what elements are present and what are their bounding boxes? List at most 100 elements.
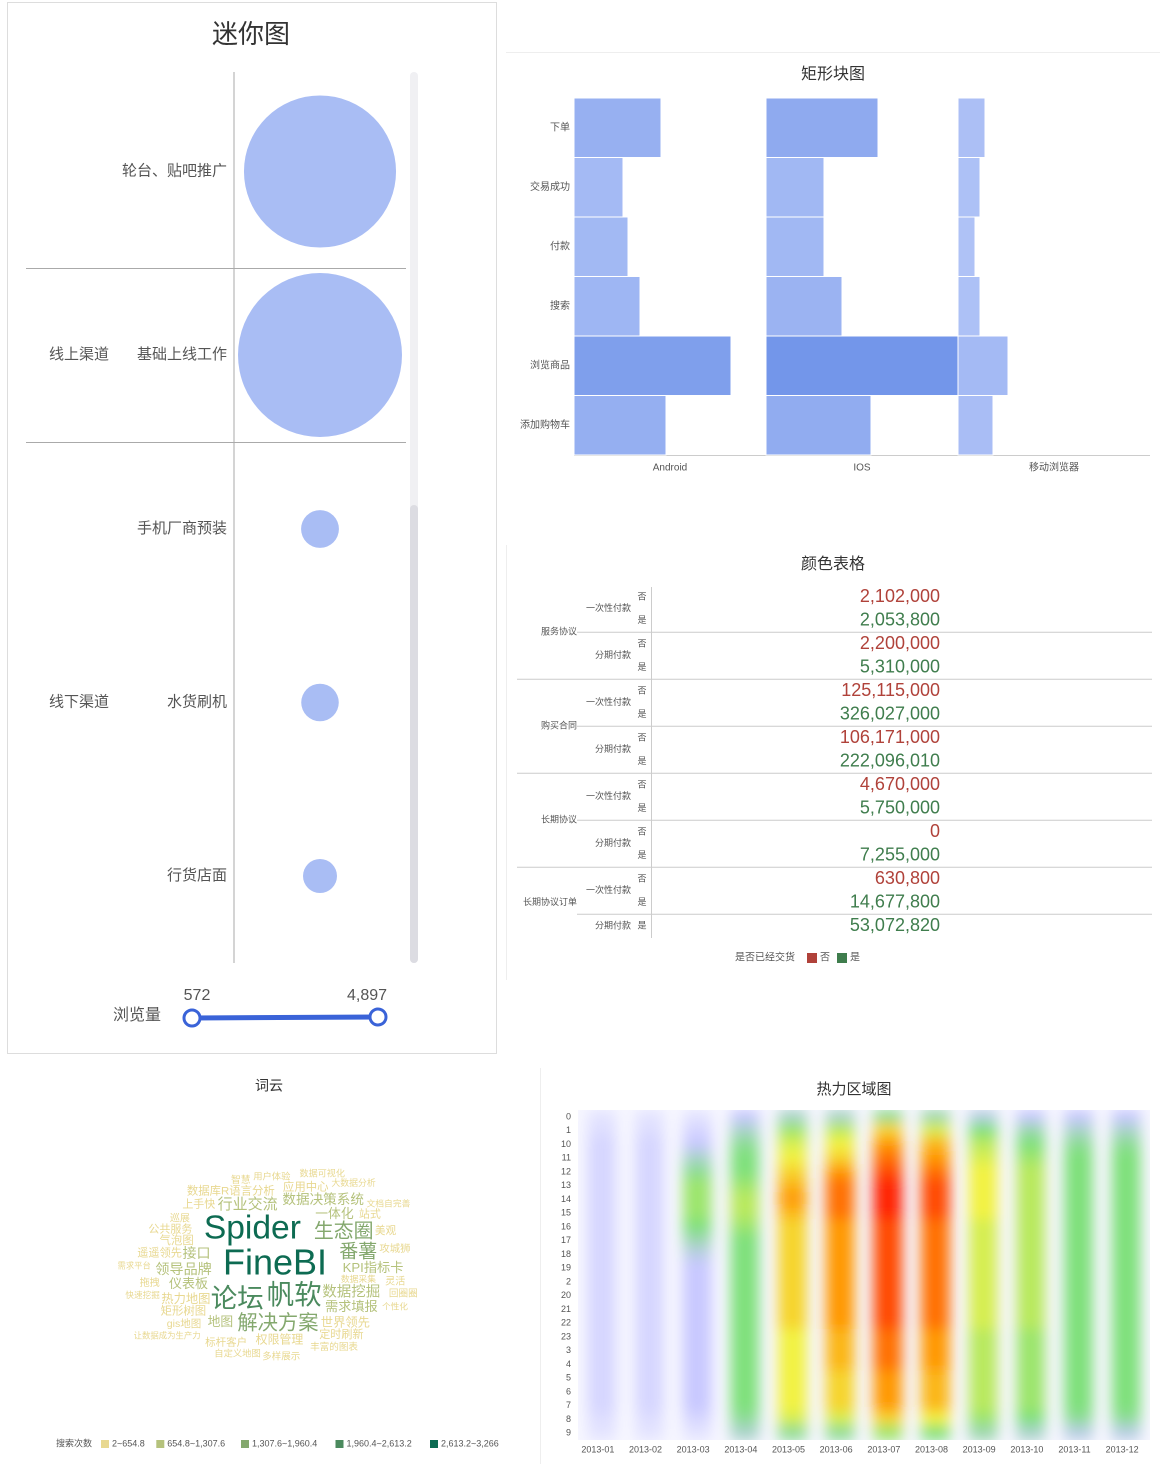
legend-label: 654.8~1,307.6 (167, 1438, 225, 1448)
slider-handle[interactable] (182, 1008, 202, 1028)
heat-cell (730, 1191, 760, 1208)
block (573, 395, 667, 456)
heat-cell (635, 1205, 664, 1221)
heat-cell (1016, 1122, 1046, 1139)
word: 论坛 (211, 1284, 264, 1314)
heat-cell (921, 1397, 950, 1414)
word: 攻城狮 (379, 1242, 410, 1255)
block (765, 216, 825, 277)
heat-cell (1016, 1329, 1046, 1345)
bubble (301, 510, 339, 548)
heat-cell (682, 1301, 712, 1318)
y-tick-label: 9 (566, 1428, 571, 1438)
heat-cell (921, 1342, 950, 1359)
y-tick-label: 4 (566, 1359, 571, 1369)
heat-cell (1111, 1370, 1141, 1386)
heat-cell (730, 1110, 760, 1125)
heat-cell (1016, 1110, 1046, 1125)
word: 丰富的图表 (310, 1341, 358, 1353)
heat-cell (968, 1425, 998, 1440)
heat-cell (968, 1232, 998, 1249)
scrollbar-thumb[interactable] (410, 505, 418, 963)
heat-cell (1111, 1411, 1141, 1428)
heat-cell (873, 1287, 903, 1304)
subgroup-label: 分期付款 (595, 649, 631, 660)
heat-cell (921, 1301, 950, 1318)
heat-cell (682, 1315, 712, 1331)
plot-background (578, 1110, 1150, 1440)
heat-cell (682, 1274, 712, 1290)
legend-swatch (241, 1440, 249, 1448)
y-tick-label: 19 (561, 1263, 571, 1273)
heat-cell (873, 1384, 903, 1400)
heat-cell (873, 1191, 903, 1208)
category-label: 添加购物车 (520, 418, 570, 431)
heat-cell (587, 1164, 617, 1180)
word: 权限管理 (256, 1333, 304, 1347)
row-key: 否 (637, 591, 646, 601)
heat-cell (587, 1191, 617, 1208)
heat-cell (825, 1205, 855, 1221)
heat-cell (921, 1164, 950, 1180)
heat-cell (778, 1110, 807, 1125)
heat-cell (921, 1287, 950, 1304)
word: 生态圈 (314, 1219, 374, 1242)
heat-cell (1111, 1177, 1141, 1194)
heat-cell (587, 1177, 617, 1194)
heat-cell (921, 1219, 950, 1235)
heat-cell (730, 1287, 760, 1304)
y-tick-label: 3 (566, 1345, 571, 1355)
heat-cell (873, 1164, 903, 1180)
heat-cell (1064, 1425, 1093, 1440)
heat-cell (730, 1274, 760, 1290)
heat-cell (1016, 1342, 1046, 1359)
heat-cell (873, 1205, 903, 1221)
heat-cell (778, 1425, 807, 1440)
bubble (301, 683, 339, 722)
heat-cell (921, 1246, 950, 1263)
legend-title: 是否已经交货 (735, 951, 795, 964)
heat-cell (635, 1232, 664, 1249)
heat-cell (682, 1260, 712, 1276)
heat-cell (968, 1205, 998, 1221)
heat-cell (682, 1425, 712, 1440)
heat-cell (730, 1136, 760, 1153)
word: 站式 (359, 1207, 381, 1221)
heat-cell (873, 1356, 903, 1373)
heat-cell (778, 1370, 807, 1386)
heat-cell (921, 1274, 950, 1290)
cell-value: 630,800 (875, 868, 940, 888)
slider-label: 4,897 (347, 987, 387, 1004)
heat-cell (778, 1219, 807, 1235)
y-tick-label: 14 (561, 1194, 571, 1204)
y-tick-label: 23 (561, 1331, 571, 1341)
cell-value: 125,115,000 (841, 680, 940, 700)
heat-cell (825, 1274, 855, 1290)
heat-cell (682, 1177, 712, 1194)
chart-title: 颜色表格 (801, 555, 865, 573)
heat-cell (968, 1219, 998, 1235)
block (765, 335, 959, 396)
legend-swatch (807, 953, 817, 963)
heat-cell (968, 1136, 998, 1153)
row-key: 否 (637, 732, 646, 742)
heat-cell (968, 1177, 998, 1194)
heat-cell (682, 1370, 712, 1386)
y-tick-label: 18 (561, 1249, 571, 1259)
heat-cell (968, 1370, 998, 1386)
block (957, 395, 994, 456)
heat-cell (730, 1384, 760, 1400)
word: 遥遥领先 (137, 1246, 182, 1259)
word: 气泡图 (160, 1233, 194, 1247)
legend-title: 浏览量 (113, 1006, 161, 1024)
row-key: 否 (637, 779, 646, 789)
slider-handle[interactable] (368, 1007, 388, 1027)
block (957, 157, 981, 218)
heat-cell (635, 1191, 664, 1208)
block (573, 276, 641, 337)
heat-cell (635, 1274, 664, 1290)
legend-swatch (156, 1440, 165, 1448)
heat-cell (587, 1246, 617, 1263)
legend-title: 搜索次数 (56, 1437, 92, 1448)
heat-cell (635, 1164, 664, 1180)
